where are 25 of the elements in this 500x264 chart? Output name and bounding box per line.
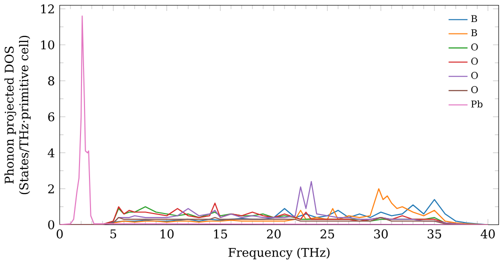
legend-label: B bbox=[471, 29, 478, 36]
x-tick-label: 35 bbox=[428, 230, 442, 239]
x-tick-label: 0 bbox=[56, 230, 63, 239]
x-tick-label: 25 bbox=[320, 230, 334, 239]
x-tick-label: 10 bbox=[160, 230, 174, 239]
y-tick-label: 0 bbox=[48, 220, 54, 230]
legend-label: O bbox=[471, 44, 478, 51]
y-tick-label: 8 bbox=[48, 76, 54, 86]
x-tick-label: 20 bbox=[267, 230, 281, 239]
x-tick-label: 40 bbox=[480, 230, 495, 239]
y-tick-label: 12 bbox=[41, 4, 54, 14]
y-tick-label: 10 bbox=[41, 40, 54, 50]
y-tick-label: 4 bbox=[48, 148, 54, 158]
legend-label: O bbox=[471, 58, 478, 65]
legend-label: B bbox=[471, 15, 478, 22]
legend-label: O bbox=[471, 86, 478, 94]
legend-label: Pb bbox=[471, 100, 482, 108]
x-axis-title: Frequency (THz) bbox=[228, 248, 330, 260]
x-tick-label: 15 bbox=[214, 230, 227, 239]
x-tick-label: 30 bbox=[374, 230, 388, 239]
y-axis-title: Phonon projected DOS (States/THz·primitive cell) bbox=[4, 36, 31, 194]
legend-label: O bbox=[471, 72, 478, 80]
x-tick-label: 5 bbox=[110, 230, 116, 238]
y-tick-label: 2 bbox=[48, 184, 54, 194]
y-tick-label: 6 bbox=[48, 112, 54, 122]
